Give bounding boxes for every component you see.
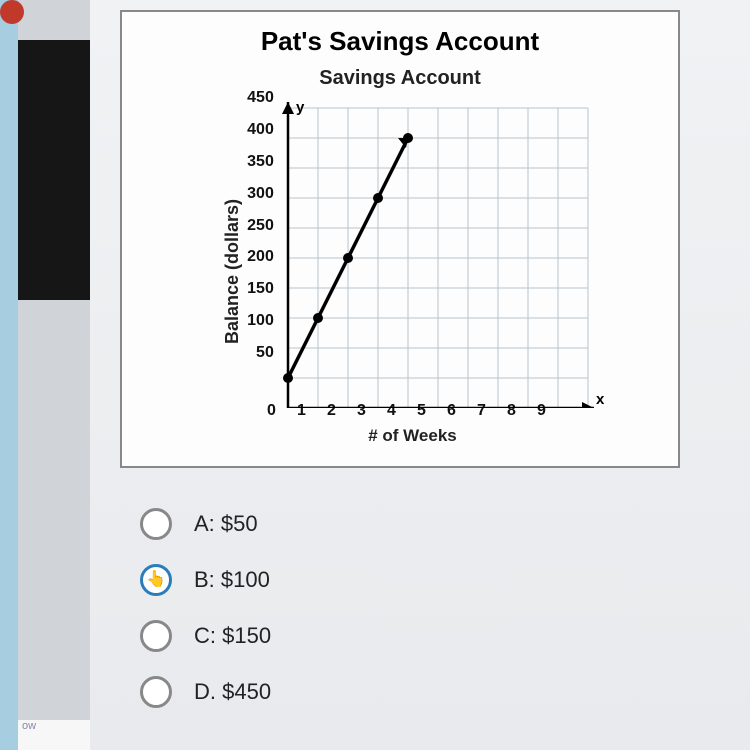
x-axis-label: # of Weeks xyxy=(368,426,457,446)
y-axis-label: Balance (dollars) xyxy=(222,199,243,344)
data-point xyxy=(313,313,323,323)
radio-icon[interactable] xyxy=(140,508,172,540)
answer-option-b[interactable]: 👆 B: $100 xyxy=(140,564,720,596)
radio-icon[interactable] xyxy=(140,676,172,708)
chart-title: Pat's Savings Account xyxy=(138,26,662,57)
y-tick: 350 xyxy=(247,147,274,177)
chart-grid xyxy=(288,108,588,408)
y-axis-ticks: 450 400 350 300 250 200 150 100 50 xyxy=(247,98,274,368)
answer-option-d[interactable]: D. $450 xyxy=(140,676,720,708)
answer-label: C: $150 xyxy=(194,623,271,649)
answer-label: B: $100 xyxy=(194,567,270,593)
y-tick: 300 xyxy=(247,179,274,209)
y-tick: 200 xyxy=(247,242,274,272)
sidebar-strip xyxy=(0,0,18,750)
y-tick: 450 xyxy=(247,83,274,113)
y-tick: 250 xyxy=(247,211,274,241)
bottom-fragment: ow xyxy=(18,720,94,750)
y-tick: 150 xyxy=(247,274,274,304)
y-tick: 100 xyxy=(247,306,274,336)
radio-icon[interactable] xyxy=(140,620,172,652)
answer-list: A: $50 👆 B: $100 C: $150 D. $450 xyxy=(140,508,720,708)
cursor-hand-icon: 👆 xyxy=(146,572,166,588)
answer-label: D. $450 xyxy=(194,679,271,705)
y-tick: 50 xyxy=(247,338,274,368)
chart-subtitle: Savings Account xyxy=(138,67,662,90)
chart-plot: y x xyxy=(278,98,578,398)
chart-card: Pat's Savings Account Savings Account Ba… xyxy=(120,10,680,468)
x-axis-letter: x xyxy=(596,391,605,408)
answer-label: A: $50 xyxy=(194,511,258,537)
y-axis-letter: y xyxy=(296,99,305,116)
answer-option-a[interactable]: A: $50 xyxy=(140,508,720,540)
status-icon xyxy=(0,0,24,24)
data-point xyxy=(373,193,383,203)
radio-icon[interactable]: 👆 xyxy=(140,564,172,596)
data-point xyxy=(343,253,353,263)
video-panel xyxy=(18,40,90,300)
content-area: Pat's Savings Account Savings Account Ba… xyxy=(90,0,750,750)
y-tick: 400 xyxy=(247,115,274,145)
answer-option-c[interactable]: C: $150 xyxy=(140,620,720,652)
data-point xyxy=(283,373,293,383)
